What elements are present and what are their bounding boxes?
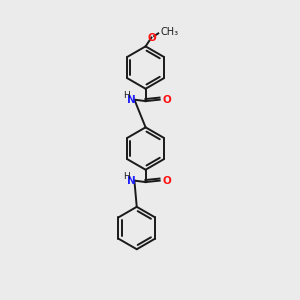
Text: H: H (123, 172, 130, 181)
Text: O: O (147, 32, 156, 43)
Text: O: O (163, 94, 171, 105)
Text: N: N (127, 176, 136, 186)
Text: H: H (123, 91, 130, 100)
Text: CH₃: CH₃ (161, 27, 179, 37)
Text: O: O (163, 176, 171, 186)
Text: N: N (127, 94, 136, 105)
